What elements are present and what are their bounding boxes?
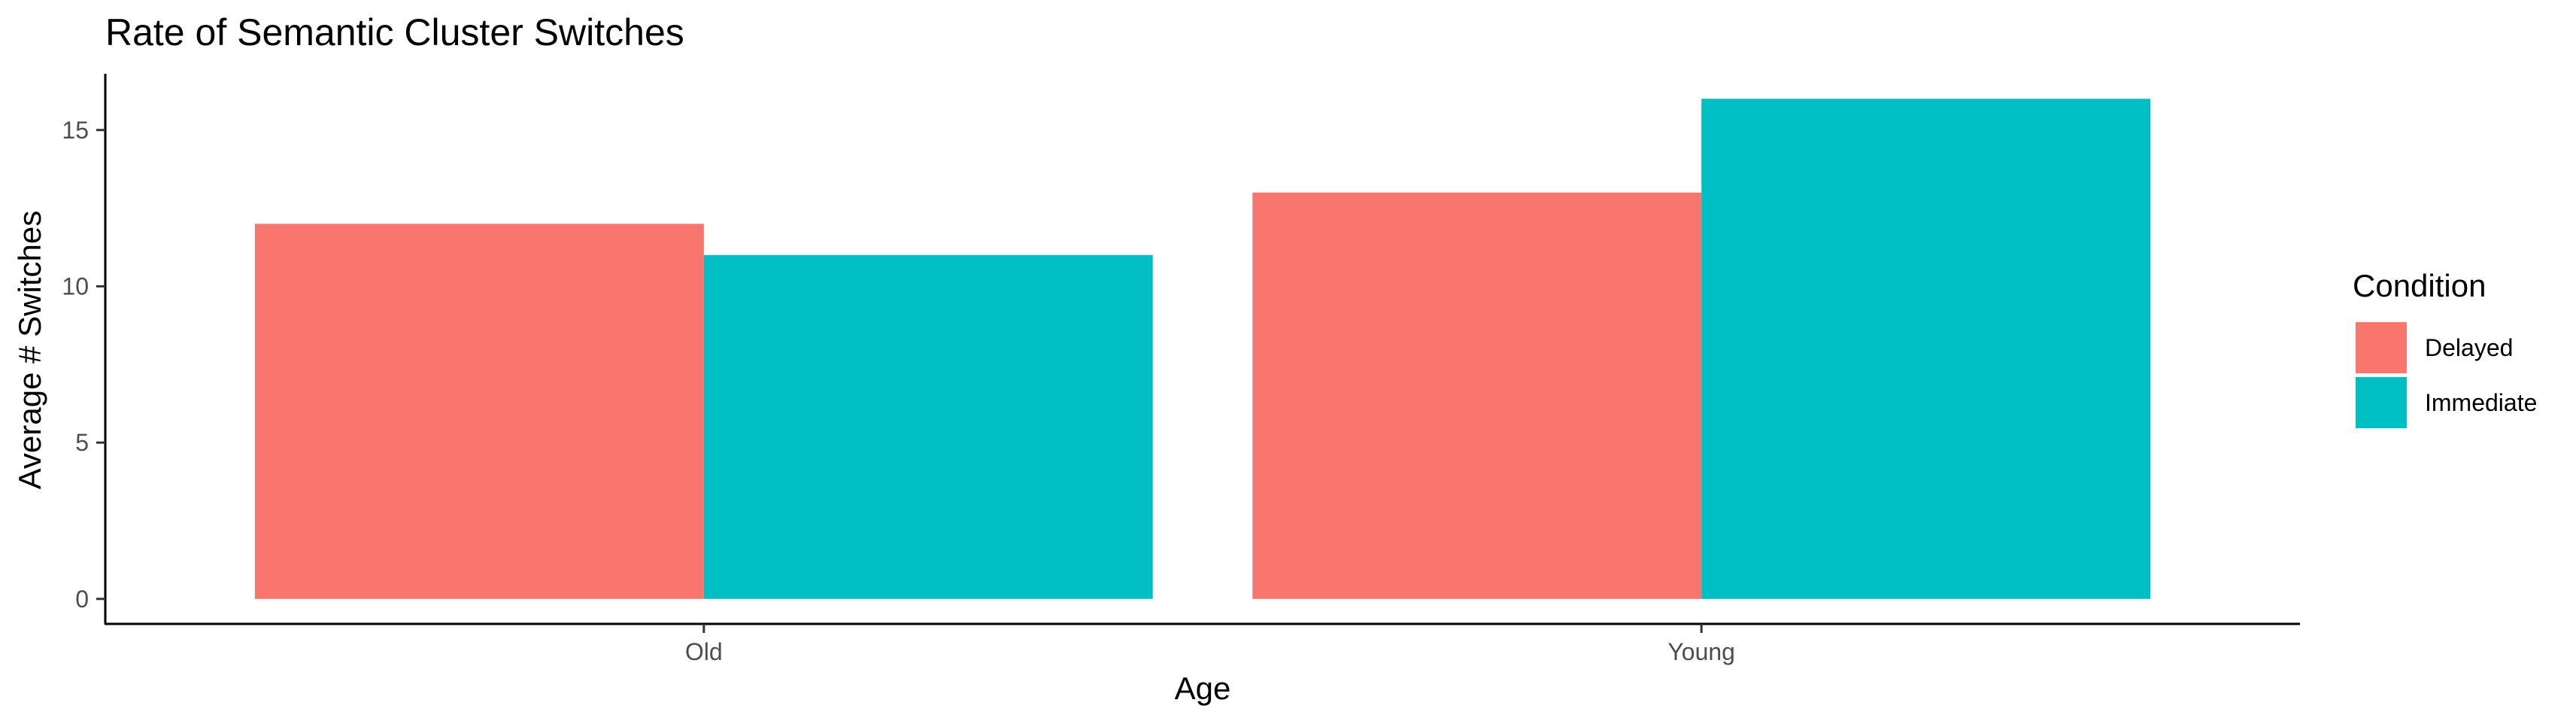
- legend-key-immediate: [2356, 377, 2407, 428]
- x-tick-label: Old: [685, 638, 723, 665]
- x-axis-title: Age: [1175, 671, 1231, 706]
- legend-items: Delayed Immediate: [2356, 322, 2537, 428]
- bar-immediate-young: [1701, 99, 2151, 599]
- x-tick-label: Young: [1667, 638, 1735, 665]
- bar-delayed-young: [1252, 192, 1702, 599]
- bars-group: [254, 99, 2151, 599]
- legend-key-delayed: [2356, 322, 2407, 373]
- y-axis-title: Average # Switches: [12, 211, 47, 489]
- y-ticks-group: 0 5 10 15: [62, 117, 105, 613]
- y-tick-label: 5: [75, 429, 89, 456]
- bar-delayed-old: [254, 224, 704, 599]
- legend-label-delayed: Delayed: [2425, 334, 2513, 361]
- y-tick-label: 10: [62, 272, 89, 300]
- bar-immediate-old: [703, 254, 1153, 599]
- chart-title: Rate of Semantic Cluster Switches: [105, 11, 684, 53]
- y-tick-label: 15: [62, 117, 89, 144]
- legend-title: Condition: [2353, 268, 2486, 303]
- y-tick-label: 0: [75, 586, 89, 613]
- legend-label-immediate: Immediate: [2425, 389, 2537, 416]
- legend: Condition Delayed Immediate: [2353, 268, 2537, 428]
- x-ticks-group: Old Young: [685, 624, 1735, 665]
